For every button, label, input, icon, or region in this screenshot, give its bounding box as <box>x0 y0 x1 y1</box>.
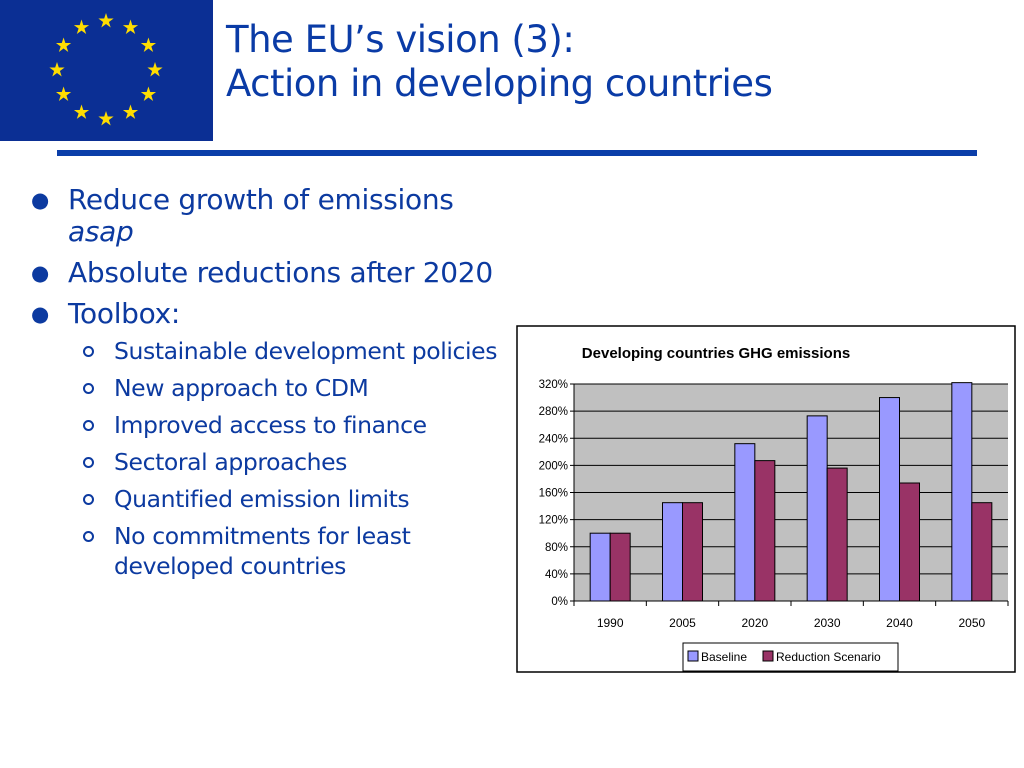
toolbox-item: Sustainable development policies <box>68 336 533 366</box>
y-tick-label: 280% <box>539 406 568 418</box>
bullet-list: ● Reduce growth of emissions asap ● Abso… <box>28 184 533 590</box>
star-icon <box>122 104 139 119</box>
toolbox-item-text: Sustainable development policies <box>114 337 498 365</box>
circle-bullet-icon <box>83 383 94 394</box>
toolbox-item: Quantified emission limits <box>68 484 533 514</box>
bullet-text: Absolute reductions after 2020 <box>68 256 493 289</box>
y-tick-label: 160% <box>539 488 568 500</box>
circle-bullet-icon <box>83 346 94 357</box>
toolbox-item-text: Sectoral approaches <box>114 448 348 476</box>
star-icon <box>73 104 90 119</box>
toolbox-item-text: Quantified emission limits <box>114 485 410 513</box>
bar-baseline <box>951 382 973 602</box>
bar-baseline <box>806 415 828 602</box>
x-tick-label: 2030 <box>814 616 841 630</box>
ghg-emissions-chart: Developing countries GHG emissions 0% 40% 8… <box>516 325 1016 673</box>
eu-stars-icon <box>49 13 163 126</box>
chart-legend: Baseline Reduction Scenario <box>682 642 899 672</box>
circle-bullet-icon <box>83 420 94 431</box>
bar-reduction-scenario <box>971 502 993 602</box>
bar-baseline <box>662 502 683 602</box>
star-icon <box>140 86 157 101</box>
bar-baseline <box>734 443 756 602</box>
y-tick-label: 320% <box>539 379 568 391</box>
star-icon <box>55 86 72 101</box>
x-tick-label: 2050 <box>958 616 985 630</box>
y-tick-label: 120% <box>539 515 568 527</box>
eu-flag-logo <box>0 0 213 141</box>
star-icon <box>98 111 114 126</box>
star-icon <box>55 37 72 52</box>
circle-bullet-icon <box>83 494 94 505</box>
y-tick-label: 80% <box>545 542 568 554</box>
x-tick-label: 2020 <box>741 616 768 630</box>
legend-label-baseline: Baseline <box>701 650 747 664</box>
bar-reduction-scenario <box>682 502 703 602</box>
toolbox-item: No commitments for least developed count… <box>68 521 533 581</box>
legend-swatch-reduction <box>762 650 774 662</box>
slide-title-line-1: The EU’s vision (3): <box>226 18 575 61</box>
bullet-absolute-reductions: ● Absolute reductions after 2020 <box>28 257 533 289</box>
toolbox-item-text: Improved access to finance <box>114 411 427 439</box>
star-icon <box>140 37 157 52</box>
star-icon <box>49 62 65 77</box>
toolbox-item-text: No commitments for least developed count… <box>114 522 411 580</box>
circle-bullet-icon <box>83 531 94 542</box>
y-tick-label: 200% <box>539 460 568 472</box>
bullet-emphasis: asap <box>68 215 134 248</box>
chart-title: Developing countries GHG emissions <box>582 345 850 362</box>
legend-swatch-baseline <box>687 650 699 662</box>
circle-bullet-icon <box>83 457 94 468</box>
star-icon <box>147 62 163 77</box>
bullet-dot-icon: ● <box>31 302 50 326</box>
star-icon <box>73 19 90 35</box>
bullet-toolbox: ● Toolbox: Sustainable development polic… <box>28 298 533 581</box>
bullet-text: Toolbox: <box>68 297 181 330</box>
bar-baseline <box>879 397 900 602</box>
star-icon <box>122 19 139 35</box>
y-tick-label: 0% <box>551 596 568 608</box>
bar-reduction-scenario <box>899 482 920 602</box>
y-tick-label: 240% <box>539 433 568 445</box>
bullet-dot-icon: ● <box>31 261 50 285</box>
legend-label-reduction: Reduction Scenario <box>776 650 881 664</box>
toolbox-item: Sectoral approaches <box>68 447 533 477</box>
x-tick-label: 1990 <box>597 616 624 630</box>
star-icon <box>98 13 114 28</box>
bar-reduction-scenario <box>754 460 776 602</box>
x-tick-label: 2005 <box>669 616 696 630</box>
toolbox-list: Sustainable development policies New app… <box>68 336 533 581</box>
slide-title-line-2: Action in developing countries <box>226 62 773 105</box>
toolbox-item: Improved access to finance <box>68 410 533 440</box>
toolbox-item-text: New approach to CDM <box>114 374 369 402</box>
legend-box <box>682 642 899 672</box>
bar-baseline <box>589 532 611 602</box>
bar-reduction-scenario <box>826 467 848 602</box>
bullet-reduce-growth: ● Reduce growth of emissions asap <box>28 184 533 248</box>
bullet-text: Reduce growth of emissions <box>68 183 454 216</box>
toolbox-item: New approach to CDM <box>68 373 533 403</box>
slide-title: The EU’s vision (3): Action in developin… <box>226 18 773 106</box>
bullet-dot-icon: ● <box>31 188 50 212</box>
bar-reduction-scenario <box>609 532 631 602</box>
x-tick-label: 2040 <box>886 616 913 630</box>
y-tick-label: 40% <box>545 569 568 581</box>
title-divider <box>57 150 977 156</box>
